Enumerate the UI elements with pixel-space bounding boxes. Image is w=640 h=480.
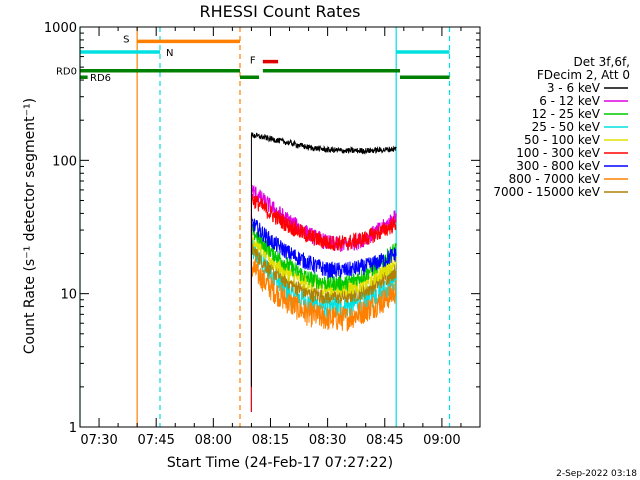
series-line xyxy=(250,214,397,412)
series-line xyxy=(250,256,397,412)
axes: 07:30 07:45 08:00 08:15 08:30 08:45 09:00 1 10 10… xyxy=(44,21,481,448)
legend-header: Det 3f,6f, xyxy=(574,55,631,69)
legend-header: FDecim 2, Att 0 xyxy=(537,68,630,82)
legend-entry: 3 - 6 keV xyxy=(547,81,601,95)
flag-label: S xyxy=(123,34,129,45)
legend-entry: 100 - 300 keV xyxy=(516,146,600,160)
x-tick-label: 09:00 xyxy=(423,433,460,448)
y-tick-label: 1 xyxy=(69,421,77,436)
flag-label: RD6 xyxy=(90,73,111,84)
legend-entry: 12 - 25 keV xyxy=(532,107,601,121)
flag-bars: S N F RD0 RD6 xyxy=(56,34,450,84)
x-tick-label: 08:00 xyxy=(195,433,232,448)
y-axis-title: Count Rate (s⁻¹ detector segment⁻¹) xyxy=(22,98,38,354)
plot-frame xyxy=(79,26,481,428)
legend-entry: 50 - 100 keV xyxy=(524,133,601,147)
legend-entry: 7000 - 15000 keV xyxy=(493,185,600,199)
x-tick-label: 08:30 xyxy=(309,433,346,448)
y-tick-label: 100 xyxy=(52,154,77,169)
x-tick-label: 08:45 xyxy=(366,433,403,448)
series-line xyxy=(250,241,397,412)
x-tick-label: 08:15 xyxy=(252,433,289,448)
legend-entry: 25 - 50 keV xyxy=(532,120,601,134)
legend-entry: 6 - 12 keV xyxy=(539,94,601,108)
x-tick-label: 07:30 xyxy=(80,433,117,448)
flag-label: F xyxy=(250,56,256,67)
chart-title: RHESSI Count Rates xyxy=(200,2,361,21)
series-layer xyxy=(250,132,397,412)
series-line xyxy=(250,132,397,387)
flag-label: RD0 xyxy=(56,67,77,78)
series-line xyxy=(250,193,397,412)
legend-entry: 800 - 7000 keV xyxy=(509,172,601,186)
legend-entry: 300 - 800 keV xyxy=(516,159,600,173)
x-tick-label: 07:45 xyxy=(137,433,174,448)
y-tick-label: 1000 xyxy=(44,21,77,36)
x-axis-title: Start Time (24-Feb-17 07:27:22) xyxy=(167,455,393,471)
y-tick-label: 10 xyxy=(60,288,77,303)
flag-label: N xyxy=(166,48,173,59)
footer-date: 2-Sep-2022 03:18 xyxy=(556,469,637,479)
